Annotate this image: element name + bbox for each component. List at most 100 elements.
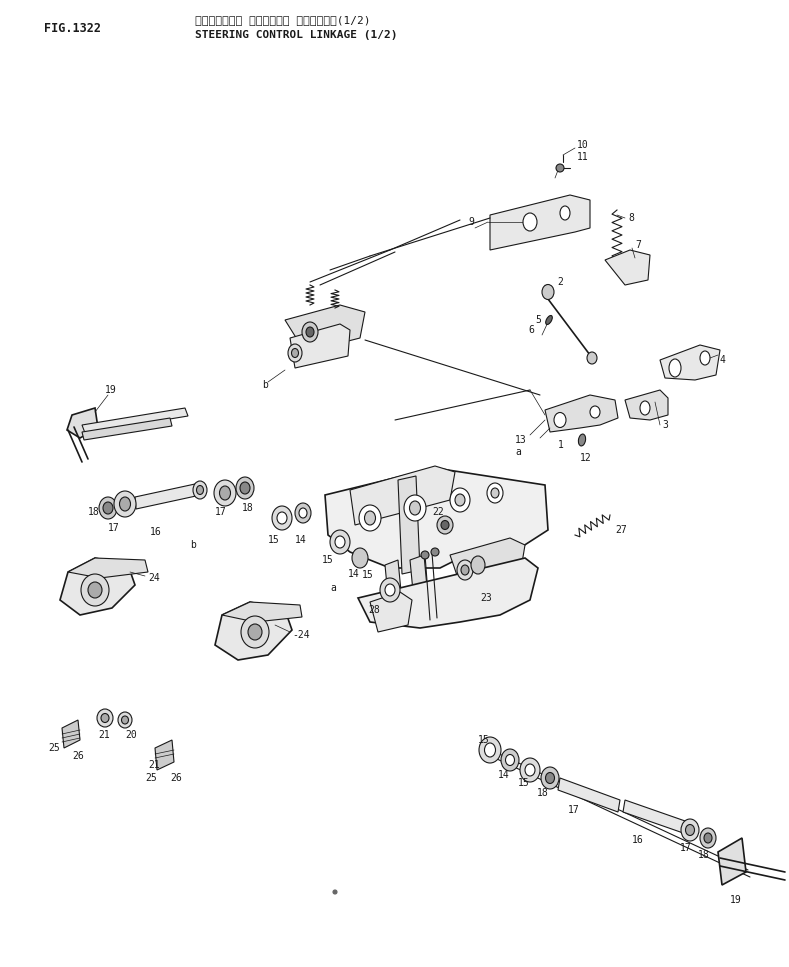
Ellipse shape — [103, 502, 113, 514]
Ellipse shape — [295, 503, 311, 523]
Polygon shape — [135, 484, 196, 509]
Text: 19: 19 — [105, 385, 117, 395]
Polygon shape — [285, 305, 365, 352]
Polygon shape — [490, 195, 590, 250]
Ellipse shape — [272, 506, 292, 530]
Text: 2: 2 — [557, 277, 563, 287]
Ellipse shape — [590, 406, 600, 418]
Ellipse shape — [640, 401, 650, 415]
Text: 23: 23 — [480, 593, 492, 603]
Text: 14: 14 — [295, 535, 307, 545]
Ellipse shape — [122, 716, 129, 724]
Ellipse shape — [214, 480, 236, 506]
Text: 16: 16 — [632, 835, 644, 845]
Ellipse shape — [479, 737, 501, 763]
Ellipse shape — [523, 213, 537, 231]
Ellipse shape — [404, 495, 426, 521]
Ellipse shape — [241, 616, 269, 648]
Polygon shape — [290, 324, 350, 368]
Polygon shape — [82, 418, 172, 440]
Ellipse shape — [455, 494, 465, 506]
Text: 3: 3 — [662, 420, 667, 430]
Text: 14: 14 — [348, 569, 360, 579]
Text: 19: 19 — [730, 895, 742, 905]
Polygon shape — [623, 800, 688, 834]
Ellipse shape — [520, 758, 540, 782]
Text: 18: 18 — [88, 507, 99, 517]
Polygon shape — [558, 778, 620, 812]
Ellipse shape — [193, 481, 207, 499]
Ellipse shape — [556, 164, 564, 172]
Ellipse shape — [704, 833, 712, 843]
Text: FIG.1322: FIG.1322 — [44, 22, 101, 35]
Ellipse shape — [461, 565, 469, 575]
Ellipse shape — [669, 359, 681, 377]
Text: STEERING CONTROL LINKAGE (1/2): STEERING CONTROL LINKAGE (1/2) — [195, 30, 398, 40]
Ellipse shape — [118, 712, 132, 728]
Ellipse shape — [352, 548, 368, 568]
Polygon shape — [325, 468, 548, 568]
Polygon shape — [545, 395, 618, 432]
Text: 24: 24 — [148, 573, 159, 583]
Ellipse shape — [88, 582, 102, 598]
Ellipse shape — [196, 485, 204, 494]
Text: 18: 18 — [242, 503, 254, 513]
Ellipse shape — [99, 497, 117, 519]
Text: 21: 21 — [148, 760, 159, 770]
Text: 15: 15 — [268, 535, 280, 545]
Polygon shape — [660, 345, 720, 380]
Text: 11: 11 — [577, 152, 589, 162]
Text: 17: 17 — [568, 805, 580, 815]
Text: -24: -24 — [292, 630, 309, 640]
Ellipse shape — [471, 556, 485, 574]
Polygon shape — [358, 558, 538, 628]
Ellipse shape — [484, 743, 495, 757]
Ellipse shape — [450, 488, 470, 512]
Ellipse shape — [441, 520, 449, 530]
Ellipse shape — [288, 344, 302, 362]
Ellipse shape — [306, 327, 314, 337]
Text: 15: 15 — [478, 735, 490, 745]
Ellipse shape — [545, 773, 555, 783]
Ellipse shape — [380, 578, 400, 602]
Ellipse shape — [97, 709, 113, 727]
Ellipse shape — [81, 574, 109, 606]
Ellipse shape — [302, 322, 318, 342]
Ellipse shape — [299, 508, 307, 518]
Text: 28: 28 — [368, 605, 380, 615]
Polygon shape — [222, 602, 302, 622]
Ellipse shape — [578, 434, 585, 446]
Ellipse shape — [700, 828, 716, 848]
Ellipse shape — [114, 491, 136, 517]
Polygon shape — [68, 558, 148, 578]
Text: 14: 14 — [498, 770, 510, 780]
Ellipse shape — [240, 482, 250, 494]
Text: 16: 16 — [150, 527, 162, 537]
Text: 17: 17 — [108, 523, 120, 533]
Ellipse shape — [681, 819, 699, 841]
Ellipse shape — [236, 477, 254, 499]
Text: 4: 4 — [720, 355, 726, 365]
Polygon shape — [60, 558, 135, 615]
Polygon shape — [605, 250, 650, 285]
Ellipse shape — [554, 413, 566, 427]
Ellipse shape — [525, 764, 535, 776]
Text: 18: 18 — [698, 850, 710, 860]
Ellipse shape — [333, 890, 337, 894]
Polygon shape — [625, 390, 668, 420]
Ellipse shape — [277, 512, 287, 524]
Ellipse shape — [501, 749, 519, 771]
Text: 15: 15 — [518, 778, 529, 788]
Ellipse shape — [546, 315, 552, 325]
Ellipse shape — [457, 560, 473, 580]
Polygon shape — [350, 466, 455, 525]
Ellipse shape — [506, 754, 514, 766]
Text: 25: 25 — [145, 773, 157, 783]
Ellipse shape — [291, 348, 298, 358]
Polygon shape — [62, 720, 80, 748]
Ellipse shape — [330, 530, 350, 554]
Text: 15: 15 — [362, 570, 374, 580]
Ellipse shape — [491, 488, 499, 498]
Polygon shape — [410, 555, 428, 602]
Text: 12: 12 — [580, 453, 592, 463]
